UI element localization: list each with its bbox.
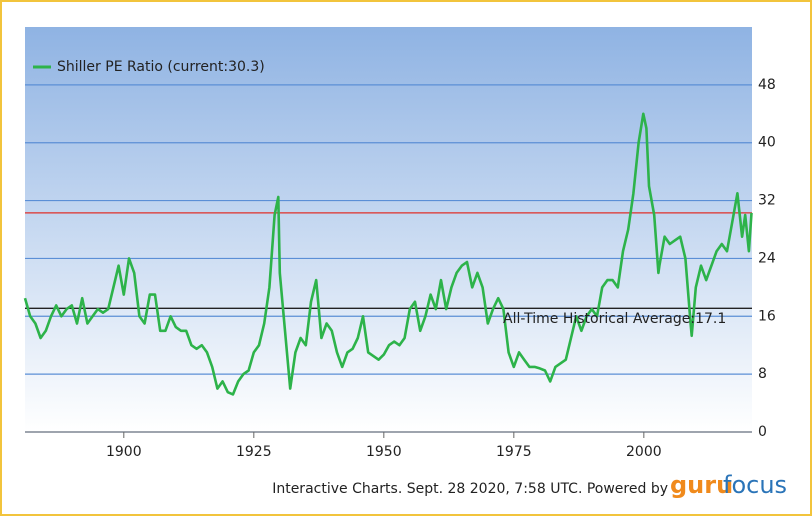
y-tick-label: 48 [758,77,776,93]
y-tick-label: 24 [758,250,776,266]
x-tick-label: 1925 [236,444,272,460]
y-tick-label: 0 [758,424,767,440]
legend-label: Shiller PE Ratio (current:30.3) [57,59,265,75]
x-tick-label: 2000 [626,444,662,460]
brand-guru: guru [670,471,733,499]
y-tick-label: 32 [758,193,776,209]
plot-area [25,27,752,432]
y-tick-label: 40 [758,135,776,151]
y-tick-label: 16 [758,308,776,324]
y-tick-label: 8 [758,366,767,382]
x-tick-label: 1900 [106,444,142,460]
x-tick-label: 1975 [496,444,532,460]
x-tick-label: 1950 [366,444,402,460]
brand-focus: focus [723,471,787,499]
annotation: All-Time Historical Average:17.1 [503,311,726,327]
series-line [23,112,753,396]
footer: Interactive Charts. Sept. 28 2020, 7:58 … [272,481,668,497]
